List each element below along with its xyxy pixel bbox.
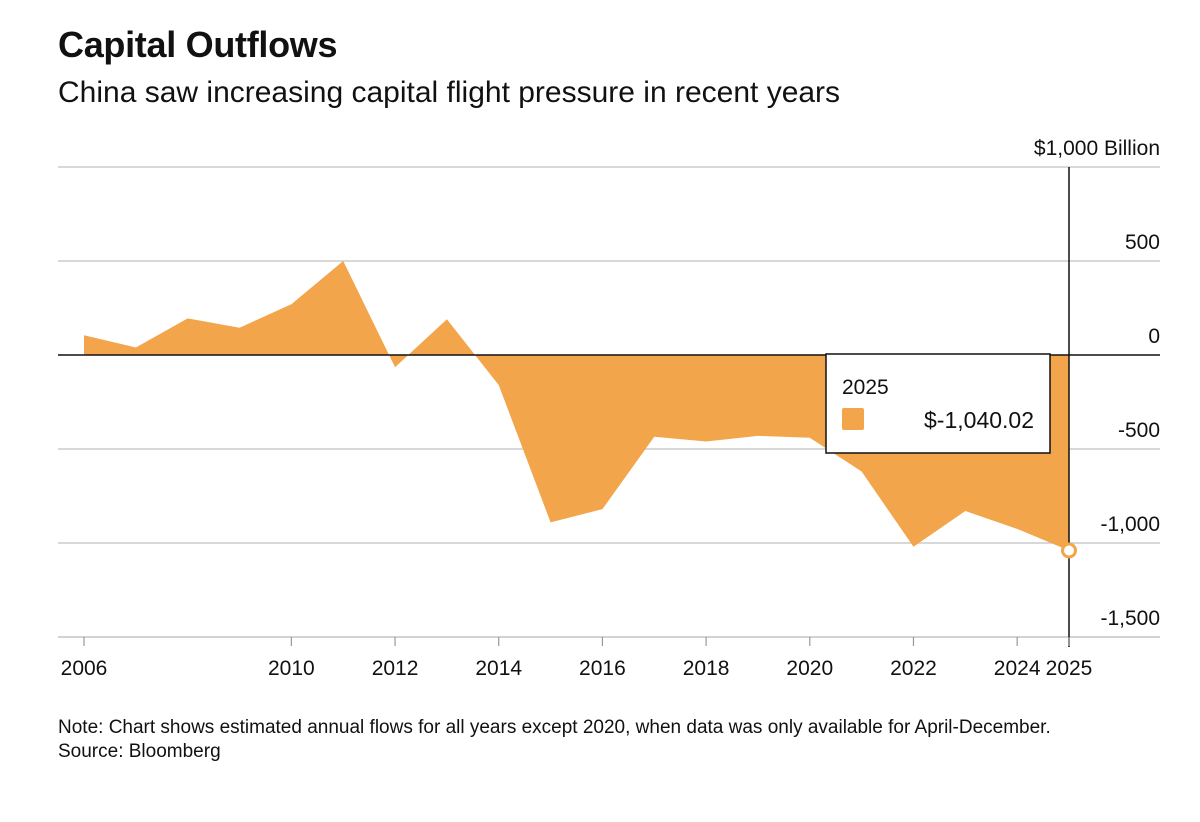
x-tick-label: 2022 xyxy=(890,657,937,680)
chart-footnotes: Note: Chart shows estimated annual flows… xyxy=(58,716,1148,764)
tooltip-year: 2025 xyxy=(842,376,889,399)
y-tick-label: 500 xyxy=(1125,231,1160,254)
source-text: Source: Bloomberg xyxy=(58,741,221,762)
data-point xyxy=(1016,527,1019,530)
data-point xyxy=(497,384,500,387)
data-point xyxy=(186,317,189,320)
data-point xyxy=(808,436,811,439)
data-point xyxy=(549,521,552,524)
data-point xyxy=(860,470,863,473)
data-point xyxy=(705,440,708,443)
x-tick-label: 2020 xyxy=(786,657,833,680)
x-tick-label: 2025 xyxy=(1046,657,1093,680)
y-tick-label: -500 xyxy=(1118,419,1160,442)
y-tick-label: -1,500 xyxy=(1100,607,1160,630)
x-tick-label: 2010 xyxy=(268,657,315,680)
area-series xyxy=(84,261,1069,551)
x-tick-label: 2018 xyxy=(683,657,730,680)
tooltip-value: $-1,040.02 xyxy=(924,407,1034,433)
x-tick-label: 2016 xyxy=(579,657,626,680)
y-tick-label: $1,000 Billion xyxy=(1034,137,1160,160)
chart-title: Capital Outflows xyxy=(58,24,338,65)
x-tick-label: 2014 xyxy=(475,657,522,680)
data-point xyxy=(394,366,397,369)
y-tick-label: -1,000 xyxy=(1100,513,1160,536)
data-point xyxy=(756,434,759,437)
x-tick-label: 2024 xyxy=(994,657,1041,680)
tooltip-box xyxy=(825,353,1051,454)
tooltip-swatch xyxy=(842,408,864,430)
data-point xyxy=(912,545,915,548)
data-point xyxy=(445,318,448,321)
y-tick-label: 0 xyxy=(1148,325,1160,348)
data-point xyxy=(290,303,293,306)
data-point xyxy=(601,508,604,511)
hover-marker xyxy=(1061,542,1077,559)
x-tick-label: 2012 xyxy=(372,657,419,680)
data-point xyxy=(653,435,656,438)
chart-subtitle: China saw increasing capital flight pres… xyxy=(58,76,841,109)
note-text: Note: Chart shows estimated annual flows… xyxy=(58,717,1051,738)
data-point xyxy=(342,260,345,263)
data-point xyxy=(83,334,86,337)
data-point xyxy=(134,346,137,349)
x-tick-label: 2006 xyxy=(61,657,108,680)
data-point xyxy=(238,326,241,329)
data-point xyxy=(964,510,967,513)
